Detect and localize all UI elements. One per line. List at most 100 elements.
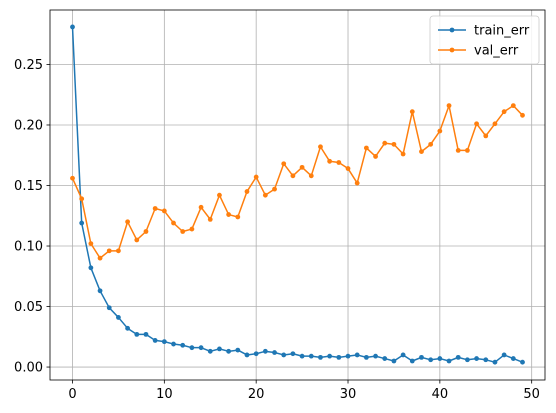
data-point-val_err xyxy=(428,141,434,147)
data-point-val_err xyxy=(510,103,516,109)
series-line-train_err xyxy=(71,26,523,363)
data-point-val_err xyxy=(373,154,378,159)
data-point-val_err xyxy=(116,248,121,254)
data-point-train_err xyxy=(161,339,167,345)
series-train_err xyxy=(70,24,525,365)
data-point-train_err xyxy=(318,354,323,360)
data-point-val_err xyxy=(152,206,158,211)
data-point-val_err xyxy=(419,149,424,155)
data-point-val_err xyxy=(198,204,204,210)
data-point-train_err xyxy=(382,356,388,361)
data-point-val_err xyxy=(446,103,452,109)
legend-label-train_err: train_err xyxy=(474,24,530,39)
data-point-val_err xyxy=(244,189,250,194)
data-point-train_err xyxy=(391,358,397,364)
data-point-train_err xyxy=(97,288,103,294)
data-point-train_err xyxy=(363,354,369,360)
data-point-train_err xyxy=(281,352,287,358)
data-point-train_err xyxy=(106,305,112,311)
data-point-train_err xyxy=(501,352,507,358)
data-point-train_err xyxy=(180,342,186,348)
data-point-val_err xyxy=(391,141,397,147)
data-point-train_err xyxy=(520,359,525,365)
data-point-val_err xyxy=(327,158,333,164)
data-point-train_err xyxy=(244,352,250,358)
data-point-val_err xyxy=(262,192,268,198)
data-point-val_err xyxy=(235,214,241,220)
data-point-val_err xyxy=(308,173,314,179)
data-point-val_err xyxy=(382,140,388,146)
data-point-train_err xyxy=(308,353,314,359)
data-point-train_err xyxy=(134,331,140,337)
data-point-val_err xyxy=(345,166,351,171)
data-point-val_err xyxy=(207,216,213,222)
data-point-train_err xyxy=(290,351,296,357)
data-point-val_err xyxy=(70,175,75,181)
data-point-train_err xyxy=(189,345,195,351)
data-point-val_err xyxy=(125,219,131,225)
data-point-train_err xyxy=(79,220,85,226)
data-point-val_err xyxy=(272,186,277,192)
data-point-train_err xyxy=(253,351,259,357)
data-point-val_err xyxy=(189,226,195,232)
data-point-train_err xyxy=(345,353,351,359)
data-point-train_err xyxy=(474,356,479,361)
data-point-val_err xyxy=(106,248,112,254)
data-point-train_err xyxy=(492,359,498,365)
data-point-val_err xyxy=(354,180,360,186)
data-point-val_err xyxy=(520,112,525,118)
data-point-train_err xyxy=(446,358,452,364)
tick-layer: 0 10 20 30 40 50 0.00 0.05 0.10 0.15 0.20 0.25 xyxy=(14,58,540,402)
y-tick-label: 0.10 xyxy=(14,240,43,255)
data-point-train_err xyxy=(88,265,94,271)
series-layer xyxy=(70,24,525,365)
data-point-val_err xyxy=(474,121,479,127)
data-point-train_err xyxy=(143,331,149,337)
data-point-train_err xyxy=(152,338,158,343)
x-tick-label: 10 xyxy=(156,387,173,402)
data-point-val_err xyxy=(97,255,103,261)
legend: train_err val_err xyxy=(429,15,540,65)
x-tick-label: 0 xyxy=(68,387,76,402)
legend-label-val_err: val_err xyxy=(474,44,519,59)
data-point-train_err xyxy=(125,325,131,331)
data-point-train_err xyxy=(510,356,516,361)
data-point-val_err xyxy=(492,121,498,127)
data-point-train_err xyxy=(235,347,241,353)
data-point-val_err xyxy=(79,196,85,202)
y-tick-label: 0.05 xyxy=(14,300,43,315)
data-point-train_err xyxy=(455,354,461,360)
data-point-val_err xyxy=(336,160,342,165)
data-point-val_err xyxy=(161,208,167,214)
data-point-val_err xyxy=(483,133,489,139)
data-point-val_err xyxy=(455,147,461,153)
data-point-train_err xyxy=(483,357,489,363)
data-point-val_err xyxy=(88,241,94,246)
data-point-val_err xyxy=(290,173,296,179)
data-point-val_err xyxy=(171,220,176,226)
data-point-val_err xyxy=(363,145,369,151)
data-point-train_err xyxy=(437,356,443,361)
data-point-val_err xyxy=(299,164,305,170)
data-point-train_err xyxy=(198,345,204,351)
data-point-train_err xyxy=(354,352,360,358)
data-point-train_err xyxy=(272,350,277,355)
data-point-val_err xyxy=(409,109,415,115)
y-tick-label: 0.15 xyxy=(14,179,43,194)
data-point-val_err xyxy=(501,109,507,115)
y-tick-label: 0.25 xyxy=(14,58,43,73)
data-point-val_err xyxy=(400,151,406,157)
grid-layer xyxy=(50,10,545,380)
data-point-train_err xyxy=(464,357,470,363)
data-point-train_err xyxy=(171,341,176,347)
y-tick-label: 0.00 xyxy=(14,361,43,376)
data-point-train_err xyxy=(327,353,333,359)
data-point-train_err xyxy=(262,348,268,354)
legend-swatch-marker xyxy=(449,47,455,53)
data-point-train_err xyxy=(116,315,121,320)
legend-swatch-marker xyxy=(449,27,455,33)
data-point-train_err xyxy=(400,352,406,358)
x-tick-label: 20 xyxy=(248,387,265,402)
